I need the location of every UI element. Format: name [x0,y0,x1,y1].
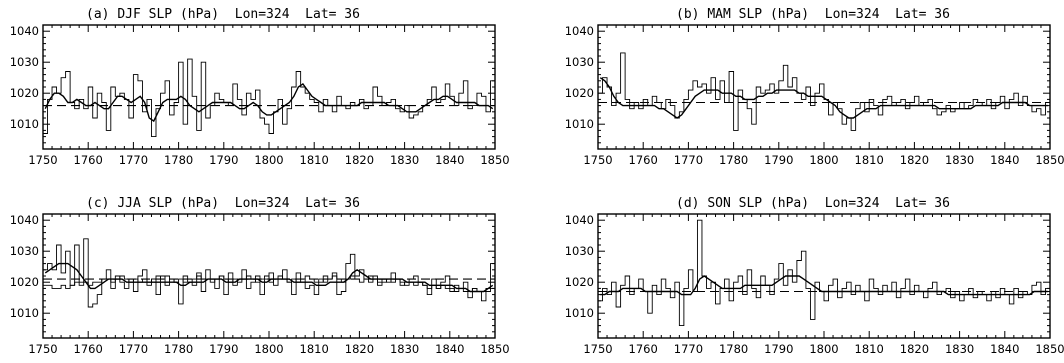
x-tick-label: 1840 [435,342,464,356]
x-tick-label: 1830 [945,342,974,356]
x-tick-label: 1840 [990,153,1019,167]
x-tick-label: 1830 [390,342,419,356]
data-marks [598,52,1050,131]
axis-ticks: 1750 1760 1770 1780 1790 1800 1810 1820 1830 1840… [565,213,1064,356]
y-tick-label: 1030 [565,244,594,258]
x-tick-label: 1780 [164,153,193,167]
data-marks [598,219,1050,327]
y-tick-label: 1020 [10,275,39,289]
panel-d: (d) SON SLP (hPa) Lon=324 Lat= 36 1750 17… [565,196,1064,356]
y-tick-label: 1030 [565,55,594,69]
panel-a: (a) DJF SLP (hPa) Lon=324 Lat= 36 1750 17… [10,7,510,167]
annual-step-series [598,219,1050,327]
y-tick-label: 1010 [10,117,39,131]
axis-ticks: 1750 1760 1770 1780 1790 1800 1810 1820 1830 1840… [10,24,510,167]
x-tick-label: 1800 [809,342,838,356]
x-tick-label: 1810 [855,153,884,167]
smoothed-series-line [44,82,494,123]
x-tick-label: 1750 [28,342,57,356]
data-marks [43,58,495,138]
axis-ticks: 1750 1760 1770 1780 1790 1800 1810 1820 1830 1840… [10,213,510,356]
y-tick-label: 1040 [10,24,39,38]
x-tick-label: 1820 [345,153,374,167]
y-tick-label: 1010 [565,306,594,320]
x-tick-label: 1760 [74,153,103,167]
x-tick-label: 1830 [390,153,419,167]
x-tick-label: 1770 [674,153,703,167]
data-marks [43,238,495,308]
x-tick-label: 1800 [809,153,838,167]
x-tick-label: 1790 [209,342,238,356]
panel-c: (c) JJA SLP (hPa) Lon=324 Lat= 36 1750 17… [10,196,510,356]
plot-frame [597,213,1051,339]
x-tick-label: 1790 [764,342,793,356]
x-tick-label: 1780 [164,342,193,356]
panel-title: (b) MAM SLP (hPa) Lon=324 Lat= 36 [676,7,950,22]
x-tick-label: 1750 [583,153,612,167]
y-tick-label: 1030 [10,244,39,258]
x-tick-label: 1800 [254,153,283,167]
smoothed-series-line [600,275,1048,296]
y-tick-label: 1030 [10,55,39,69]
x-tick-label: 1800 [254,342,283,356]
x-tick-label: 1830 [945,153,974,167]
x-tick-label: 1820 [900,342,929,356]
y-tick-label: 1020 [565,275,594,289]
x-tick-label: 1850 [480,342,509,356]
annual-step-series [43,238,495,308]
y-tick-label: 1040 [10,213,39,227]
y-tick-label: 1010 [10,306,39,320]
x-tick-label: 1840 [990,342,1019,356]
x-tick-label: 1760 [629,153,658,167]
y-tick-label: 1010 [565,117,594,131]
x-tick-label: 1810 [300,342,329,356]
annual-step-series [43,275,495,292]
panel-title: (d) SON SLP (hPa) Lon=324 Lat= 36 [676,196,950,211]
y-tick-label: 1040 [565,24,594,38]
x-tick-label: 1820 [345,342,374,356]
y-tick-label: 1040 [565,213,594,227]
x-tick-label: 1790 [764,153,793,167]
x-tick-label: 1750 [28,153,57,167]
x-tick-label: 1770 [119,153,148,167]
axis-ticks: 1750 1760 1770 1780 1790 1800 1810 1820 1830 1840… [565,24,1064,167]
x-tick-label: 1770 [119,342,148,356]
panel-title: (a) DJF SLP (hPa) Lon=324 Lat= 36 [86,7,360,22]
x-tick-label: 1780 [719,153,748,167]
x-tick-label: 1820 [900,153,929,167]
x-tick-label: 1850 [1035,342,1064,356]
annual-step-series [43,58,495,138]
y-tick-label: 1020 [10,86,39,100]
x-tick-label: 1810 [855,342,884,356]
x-tick-label: 1770 [674,342,703,356]
annual-step-series [598,52,1050,131]
x-tick-label: 1850 [480,153,509,167]
panel-b: (b) MAM SLP (hPa) Lon=324 Lat= 36 1750 17… [565,7,1064,167]
x-tick-label: 1850 [1035,153,1064,167]
x-tick-label: 1810 [300,153,329,167]
x-tick-label: 1750 [583,342,612,356]
x-tick-label: 1790 [209,153,238,167]
x-tick-label: 1760 [629,342,658,356]
smoothed-series-line [599,77,1048,119]
x-tick-label: 1780 [719,342,748,356]
panel-title: (c) JJA SLP (hPa) Lon=324 Lat= 36 [86,196,360,211]
x-tick-label: 1840 [435,153,464,167]
y-tick-label: 1020 [565,86,594,100]
x-tick-label: 1760 [74,342,103,356]
